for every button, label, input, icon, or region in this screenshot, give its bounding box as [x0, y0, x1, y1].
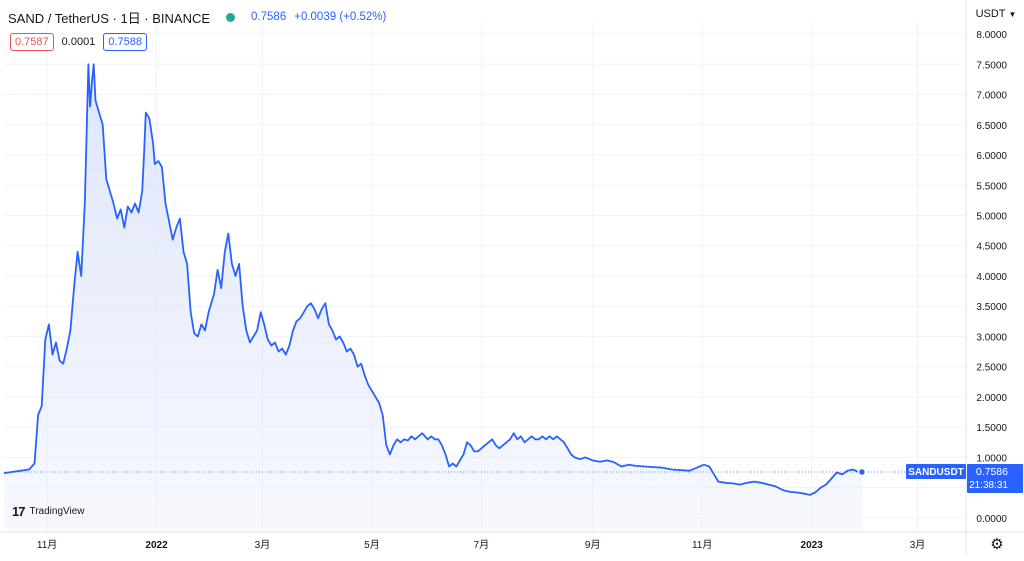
series-area	[4, 64, 862, 531]
spread-value: 0.0001	[61, 36, 96, 48]
bid-ask-box: 0.7587 0.0001 0.7588	[10, 33, 147, 51]
caret-down-icon: ▼	[1008, 9, 1017, 19]
y-tick-label: 7.5000	[976, 60, 1007, 71]
y-tick-label: 6.0000	[976, 151, 1007, 162]
x-tick-label: 2023	[801, 540, 824, 551]
y-tick-label: 4.0000	[976, 272, 1007, 283]
last-price-tag	[967, 464, 1023, 494]
x-tick-label: 3月	[255, 539, 271, 551]
market-status-dot	[226, 12, 236, 22]
currency-label: USDT	[975, 8, 1006, 20]
y-tick-label: 5.5000	[976, 181, 1007, 192]
y-tick-label: 2.0000	[976, 393, 1007, 404]
bar-countdown: 21:38:31	[969, 480, 1008, 491]
bid-price[interactable]: 0.7587	[10, 33, 54, 51]
currency-button[interactable]: USDT ▼	[970, 4, 1022, 24]
x-tick-label: 9月	[585, 539, 601, 551]
tradingview-logo-icon: 17	[12, 504, 26, 519]
x-tick-label: 7月	[474, 539, 490, 551]
y-tick-label: 1.5000	[976, 423, 1007, 434]
x-tick-label: 5月	[364, 539, 380, 551]
series-line	[3, 63, 862, 496]
gear-icon[interactable]: ⚙	[990, 536, 1004, 553]
last-price-dot	[857, 467, 867, 477]
y-tick-label: 8.0000	[976, 30, 1007, 41]
x-tick-label: 11月	[37, 539, 57, 551]
y-tick-label: 7.0000	[976, 91, 1007, 102]
last-price-tag-value: 0.7586	[976, 466, 1008, 478]
series-name-label: SANDUSDT	[908, 467, 964, 478]
tradingview-logo-text: TradingView	[29, 506, 85, 517]
x-tick-label: 11月	[692, 539, 712, 551]
x-tick-label: 3月	[910, 539, 926, 551]
tradingview-logo[interactable]: 17 TradingView	[12, 504, 85, 519]
symbol-title[interactable]: SAND / TetherUS · 1日 · BINANCE	[8, 10, 211, 26]
y-tick-label: 5.0000	[976, 211, 1007, 222]
y-tick-label: 3.5000	[976, 302, 1007, 313]
price-change: +0.0039 (+0.52%)	[294, 11, 387, 23]
y-tick-label: 3.0000	[976, 332, 1007, 343]
y-tick-label: 0.0000	[976, 514, 1007, 525]
ask-price[interactable]: 0.7588	[103, 33, 147, 51]
symbol-header: SAND / TetherUS · 1日 · BINANCE 0.7586 +0…	[8, 6, 386, 28]
x-tick-label: 2022	[145, 540, 168, 551]
y-tick-label: 2.5000	[976, 363, 1007, 374]
last-price: 0.7586	[251, 11, 287, 23]
y-tick-label: 4.5000	[976, 242, 1007, 253]
y-tick-label: 6.5000	[976, 121, 1007, 132]
y-tick-label: 1.0000	[976, 453, 1007, 464]
series-name-tag	[906, 464, 966, 480]
